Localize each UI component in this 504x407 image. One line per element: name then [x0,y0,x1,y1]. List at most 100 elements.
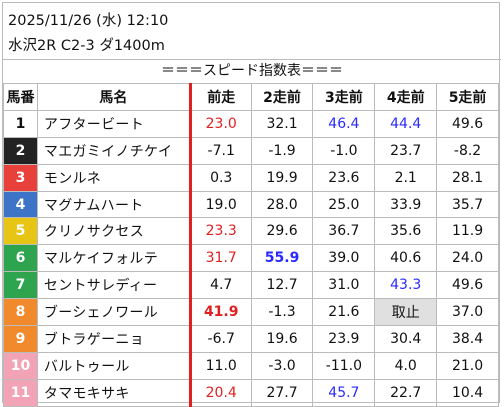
horse-name-cell: モンルネ [36,163,191,192]
speed-index-cell: 31.0 [312,271,376,300]
speed-index-cell: 24.0 [436,244,499,273]
race-datetime: 2025/11/26 (水) 12:10 [8,13,169,29]
horse-number-cell: 10 [3,351,38,380]
speed-index-cell: 20.4 [188,378,252,407]
speed-index-cell: 33.9 [374,190,438,219]
speed-index-cell: 10.4 [436,378,499,407]
speed-index-cell: 44.4 [374,109,438,138]
speed-index-cell: 36.7 [312,217,376,246]
speed-index-cell: -11.0 [312,351,376,380]
table-title-banner: ＝＝＝スピード指数表＝＝＝ [3,59,501,82]
horse-number-cell: 6 [3,244,38,273]
table-header-row: 馬番 馬名 前走 2走前 3走前 4走前 5走前 [3,83,499,111]
table-row: 6 マルケイフォルテ 31.7 55.9 39.0 40.6 24.0 [3,244,499,273]
col-header-number: 馬番 [3,83,38,111]
horse-number-cell: 8 [3,298,38,327]
speed-index-cell: 38.4 [436,325,499,353]
speed-index-cell: 30.4 [374,325,438,353]
speed-index-cell: 45.7 [312,378,376,407]
table-row: 7 セントサレディー 4.7 12.7 31.0 43.3 49.6 [3,271,499,300]
speed-index-cell: 21.0 [436,351,499,380]
col-header-name: 馬名 [36,83,191,111]
speed-index-cell: 12.7 [250,271,314,300]
speed-index-cell: -8.2 [436,136,499,165]
table-row: 8 ブーシェノワール 41.9 -1.3 21.6 取止 37.0 [3,298,499,327]
speed-index-cell: -3.0 [250,351,314,380]
horse-name-cell: タマモキサキ [36,378,191,407]
speed-index-cell: 28.0 [250,190,314,219]
table-row: 10 バルトゥール 11.0 -3.0 -11.0 4.0 21.0 [3,351,499,380]
speed-index-cell: 21.6 [312,298,376,327]
speed-index-cell: 55.9 [250,244,314,273]
col-header-2-back: 2走前 [250,83,314,111]
speed-index-cell: 37.0 [436,298,499,327]
speed-index-cell: 19.6 [250,325,314,353]
table-row: 11 タマモキサキ 20.4 27.7 45.7 22.7 10.4 [3,378,499,407]
speed-index-cell: 23.7 [374,136,438,165]
speed-index-cell: 25.0 [312,190,376,219]
col-header-3-back: 3走前 [312,83,376,111]
speed-index-cell: 0.3 [188,163,252,192]
horse-number-cell: 2 [3,136,38,165]
table-row: 9 ブトラゲーニョ -6.7 19.6 23.9 30.4 38.4 [3,325,499,353]
table-row: 3 モンルネ 0.3 19.9 23.6 2.1 28.1 [3,163,499,192]
table-row: 1 アフタービート 23.0 32.1 46.4 44.4 49.6 [3,109,499,138]
speed-index-cell: -1.9 [250,136,314,165]
speed-index-cell: -6.7 [188,325,252,353]
speed-index-cell: 23.3 [188,217,252,246]
speed-index-cell: 49.6 [436,271,499,300]
horse-number-cell: 11 [3,378,38,407]
horse-name-cell: クリノサクセス [36,217,191,246]
horse-number-cell: 4 [3,190,38,219]
speed-index-cell: 19.0 [188,190,252,219]
speed-index-cell: 40.6 [374,244,438,273]
speed-index-cell: 取止 [374,298,438,327]
speed-index-table: 馬番 馬名 前走 2走前 3走前 4走前 5走前 1 アフタービート 23.0 32.… [3,83,499,407]
speed-index-cell: 2.1 [374,163,438,192]
horse-name-cell: マルケイフォルテ [36,244,191,273]
horse-number-cell: 1 [3,109,38,138]
speed-index-cell: 41.9 [188,298,252,327]
speed-index-cell: -1.3 [250,298,314,327]
speed-index-cell: 43.3 [374,271,438,300]
horse-number-cell: 3 [3,163,38,192]
speed-index-cell: 11.9 [436,217,499,246]
speed-index-cell: 39.0 [312,244,376,273]
horse-name-cell: マエガミイノチケイ [36,136,191,165]
speed-index-cell: 11.0 [188,351,252,380]
horse-number-cell: 5 [3,217,38,246]
horse-number-cell: 9 [3,325,38,353]
horse-number-cell: 7 [3,271,38,300]
horse-name-cell: ブーシェノワール [36,298,191,327]
speed-index-cell: 23.6 [312,163,376,192]
table-row: 4 マグナムハート 19.0 28.0 25.0 33.9 35.7 [3,190,499,219]
speed-index-cell: 28.1 [436,163,499,192]
speed-index-cell: 22.7 [374,378,438,407]
race-info: 水沢2R C2-3 ダ1400m [8,38,165,54]
col-header-last: 前走 [188,83,252,111]
col-header-4-back: 4走前 [374,83,438,111]
speed-index-cell: 35.7 [436,190,499,219]
speed-index-cell: 23.0 [188,109,252,138]
speed-index-cell: -7.1 [188,136,252,165]
speed-index-cell: 49.6 [436,109,499,138]
horse-name-cell: ブトラゲーニョ [36,325,191,353]
speed-index-cell: 19.9 [250,163,314,192]
horse-name-cell: マグナムハート [36,190,191,219]
horse-name-cell: セントサレディー [36,271,191,300]
speed-index-cell: 32.1 [250,109,314,138]
col-header-5-back: 5走前 [436,83,499,111]
speed-index-cell: 46.4 [312,109,376,138]
speed-index-cell: 27.7 [250,378,314,407]
horse-name-cell: バルトゥール [36,351,191,380]
speed-index-cell: 4.0 [374,351,438,380]
speed-index-cell: -1.0 [312,136,376,165]
table-row: 5 クリノサクセス 23.3 29.6 36.7 35.6 11.9 [3,217,499,246]
horse-name-cell: アフタービート [36,109,191,138]
table-row: 2 マエガミイノチケイ -7.1 -1.9 -1.0 23.7 -8.2 [3,136,499,165]
speed-index-cell: 35.6 [374,217,438,246]
speed-index-cell: 23.9 [312,325,376,353]
speed-index-cell: 4.7 [188,271,252,300]
speed-index-cell: 31.7 [188,244,252,273]
